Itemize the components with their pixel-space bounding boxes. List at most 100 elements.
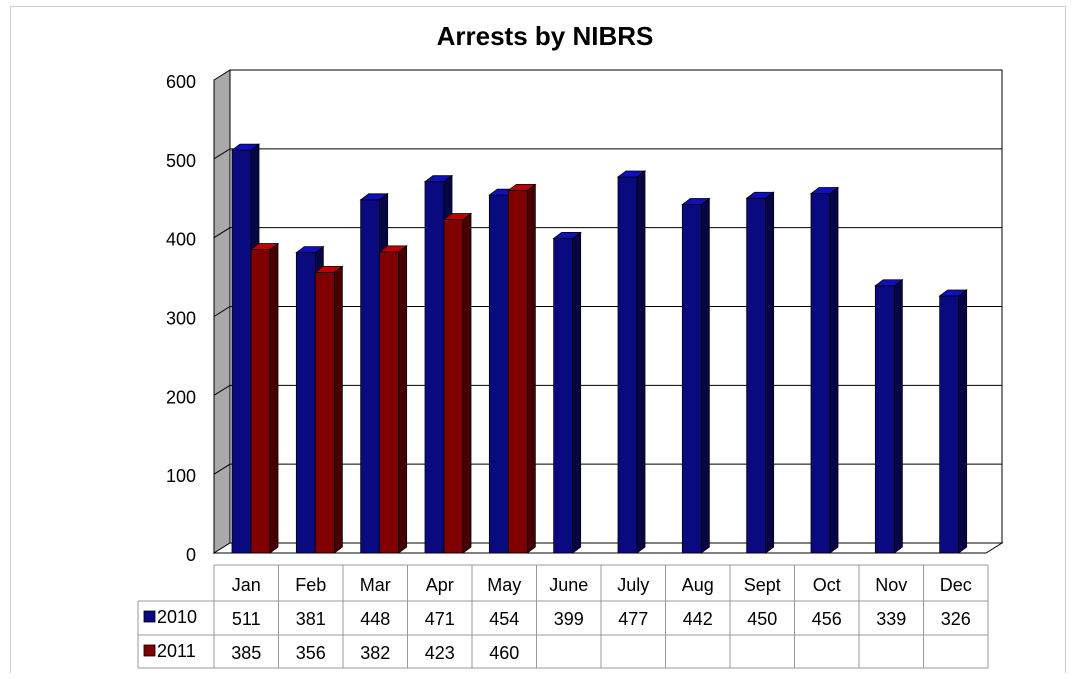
bar-2010-Sept [745,191,775,554]
bar-2011-Feb [314,265,344,554]
bar-front [553,238,574,554]
bar-front [314,271,335,554]
bar-2011-Apr [442,212,473,554]
bar-front [617,176,638,554]
bar-top [423,175,454,183]
x-tick-label: Oct [813,575,841,595]
data-label: 356 [296,643,326,663]
bar-side [765,191,775,554]
data-label: 382 [360,643,390,663]
bar-side [333,265,343,554]
data-label: 511 [232,609,261,629]
gridline-100 [213,463,1002,475]
bar-front [488,194,509,554]
data-label: 471 [425,609,455,629]
data-label: 381 [296,609,326,629]
x-tick-label: Aug [682,575,714,595]
bar-2010-Nov [874,278,904,554]
bar-2010-July [616,170,647,554]
bar-top [314,265,344,273]
bar-front [810,193,831,554]
x-tick-label: Sept [744,575,781,595]
y-tick-label: 400 [166,230,196,250]
gridline-500 [213,148,1002,160]
data-label: 339 [876,609,906,629]
data-label: 442 [683,609,713,629]
x-tick-label: June [549,575,588,595]
bar-top [295,246,325,254]
legend-label-2010: 2010 [157,607,197,627]
gridline-400 [213,227,1002,239]
x-tick-label: Mar [360,575,391,595]
bar-front [231,149,252,554]
x-tick-label: Nov [875,575,907,595]
bar-top [249,243,280,250]
y-tick-label: 200 [166,387,196,407]
data-label: 448 [360,609,390,629]
bar-top [874,279,904,287]
gridlines [213,148,1002,475]
bar-2010-Dec [938,289,968,554]
bar-front [379,251,400,554]
data-label: 477 [618,609,648,629]
bar-front [295,252,316,554]
bar-2010-June [552,231,582,554]
x-tick-label: May [487,575,521,595]
bar-top [442,213,473,220]
bar-front [507,189,528,554]
bar-side [462,212,472,554]
legend-swatch-2010 [143,610,156,623]
data-label: 456 [812,609,842,629]
bar-side [636,170,646,554]
data-label: 399 [554,609,584,629]
bar-side [700,197,710,554]
bar-top [616,170,647,178]
y-tick-label: 500 [166,151,196,171]
bar-2010-Aug [681,197,711,554]
bar-side [572,231,582,554]
bar-side [398,245,408,554]
bar-2010-Oct [809,186,840,554]
bar-top [552,232,582,239]
bar-front [250,249,271,554]
data-label: 385 [231,643,261,663]
data-label: 450 [747,609,777,629]
bar-top [809,187,840,194]
x-tick-label: Apr [426,575,454,595]
gridline-300 [213,306,1002,317]
bar-top [938,289,968,297]
bar-top [378,245,408,253]
bar-top [359,193,389,201]
x-tick-label: Dec [940,575,972,595]
bar-top [745,191,775,199]
bar-front [939,295,960,554]
bar-side [829,186,839,554]
chart-title: Arrests by NIBRS [437,21,654,51]
y-tick-label: 300 [166,309,196,329]
floor [212,542,1004,554]
data-table: Jan Feb Mar Apr May June July Aug Sept Oct Nov Dec 2… [137,564,989,669]
y-tick-label: 100 [166,466,196,486]
y-axis: 0 100 200 300 400 500 600 [166,72,215,565]
bar-front [746,197,767,554]
bar-side [269,242,279,554]
bar-2011-Mar [378,245,408,554]
bar-front [424,181,445,554]
gridline-200 [213,384,1002,396]
bar-2011-May [507,183,537,554]
bar-side [958,289,968,554]
bar-front [681,204,702,554]
data-label: 423 [425,643,455,663]
bar-top [507,183,537,191]
bar-side [526,183,536,554]
y-tick-label: 0 [186,545,196,565]
bar-top [230,143,261,151]
x-tick-label: Feb [295,575,326,595]
bar-side [893,278,903,554]
data-label: 454 [489,609,519,629]
data-label: 326 [941,609,971,629]
y-tick-label: 600 [166,72,196,92]
x-tick-label: July [617,575,649,595]
bar-2011-Jan [249,242,280,554]
bar-front [874,285,895,554]
